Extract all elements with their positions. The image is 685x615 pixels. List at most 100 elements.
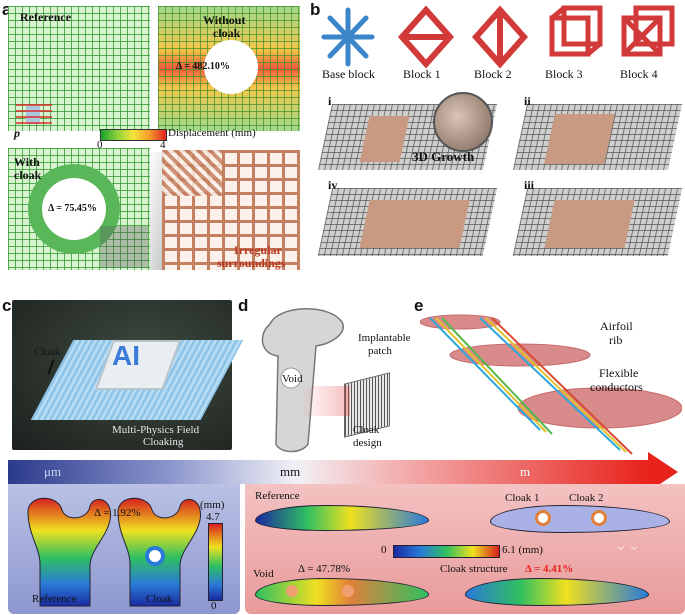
block-3-icon [549, 5, 603, 57]
patch-label-1: Implantable [358, 332, 411, 344]
panel-a-letter: a [2, 0, 12, 19]
conductor-label-2: conductors [590, 380, 643, 394]
panel-c-letter: c [2, 296, 12, 315]
photo-caption-1: Multi-Physics Field [112, 424, 200, 436]
panel-e-letter: e [414, 296, 424, 315]
colorbar-min: 0 [97, 139, 103, 151]
airfoil-cloaked [490, 505, 670, 533]
femur-illustration [261, 308, 344, 453]
patch-label-2: patch [368, 345, 392, 357]
bottom-right-cb-max: 6.1 (mm) [502, 544, 543, 556]
bottom-right-cloak2: Cloak 2 [569, 492, 604, 504]
bottom-left-max: 4.7 [206, 511, 220, 523]
bottom-right-cb-min: 0 [381, 544, 387, 556]
growth-stage-iii [512, 188, 683, 256]
bottom-right-cloak-structure: Cloak structure [440, 563, 508, 575]
zoom-region [100, 226, 148, 268]
growth-stage-iv [317, 188, 498, 256]
building-blocks [321, 5, 675, 69]
airfoil-cloak-structure [465, 578, 649, 606]
cloak-design-label-1: Cloak [353, 424, 380, 436]
block-label-2: Block 2 [474, 67, 512, 81]
bottom-right-cloak1: Cloak 1 [505, 492, 540, 504]
cloak-2-ring [591, 510, 607, 526]
stage-label-ii: ii [524, 94, 531, 108]
bottom-right-cloak-delta: Δ = 4.41% [525, 563, 574, 575]
void-hole-2 [342, 585, 354, 597]
with-delta: Δ = 75.45% [48, 203, 97, 214]
airfoil-label-1: Airfoil [600, 319, 633, 333]
stage-label-i: i [328, 94, 332, 108]
growth-stage-ii [512, 104, 683, 170]
panel-d-letter: d [238, 296, 249, 315]
chip-photo [12, 300, 244, 450]
colorbar-title: Displacement (mm) [168, 127, 256, 139]
base-block-icon [321, 7, 375, 67]
block-2-icon [471, 5, 529, 69]
bottom-left-reference: Reference [32, 593, 77, 605]
bottom-left-delta: Δ = 1.92% [94, 507, 141, 519]
cloak-callout: Cloak [34, 346, 61, 358]
growth-label: 3D Growth [412, 149, 475, 164]
block-label-3: Block 3 [545, 67, 583, 81]
scale-label-mm: mm [280, 464, 301, 479]
with-cloak-label-1: With [14, 155, 40, 169]
displacement-colorbar [100, 129, 167, 141]
grown-region [359, 116, 410, 162]
reference-bracket [27, 497, 111, 607]
bottom-right-colorbar [393, 545, 500, 558]
scale-label-m: m [520, 464, 531, 479]
bottom-left-unit: (mm) [200, 499, 225, 511]
scale-arrow-bar [8, 460, 648, 484]
cloak-1-ring [535, 510, 551, 526]
grown-region [359, 200, 470, 248]
airfoil-reference [255, 505, 429, 531]
cloak-design-label-2: design [353, 437, 382, 449]
bottom-left-min: 0 [211, 600, 217, 612]
with-cloak-grid [8, 148, 150, 270]
projection-beam [300, 386, 350, 416]
without-cloak-label-2: cloak [213, 26, 241, 40]
block-label-4: Block 4 [620, 67, 658, 81]
airfoil-assembly [420, 314, 682, 455]
reference-grid [8, 6, 150, 131]
void-hole-1 [286, 585, 298, 597]
stage-label-iii: iii [524, 178, 535, 192]
bracket-simulations [27, 497, 201, 607]
load-arrows [16, 104, 52, 126]
panel-b-letter: b [310, 0, 321, 19]
p-label: p [14, 126, 20, 140]
zoom-sphere [433, 92, 493, 152]
void-hole [204, 40, 258, 94]
ai-chip-text: AI [112, 340, 140, 371]
cloak-unit-cells [162, 150, 222, 196]
airfoil-ribs [420, 314, 682, 429]
irregular-surroundings [162, 150, 300, 270]
block-label-1: Block 1 [403, 67, 441, 81]
bottom-right-reference: Reference [255, 490, 300, 502]
airfoil-void [255, 578, 429, 606]
bottom-right-void: Void [253, 568, 274, 580]
flexible-conductors [429, 317, 633, 455]
grown-region [544, 200, 635, 248]
chevron-down-icon: ⌄⌄ [614, 535, 641, 554]
conductor-label-1: Flexible [599, 366, 639, 380]
irregular-label-2: surroundings [217, 256, 286, 270]
colorbar-max: 4 [160, 139, 166, 151]
zoom-connector [150, 152, 162, 270]
stage-label-iv: iv [328, 178, 338, 192]
grown-region [544, 114, 615, 164]
without-cloak-grid [158, 6, 300, 131]
block-1-icon [397, 5, 455, 69]
airfoil-label-2: rib [609, 333, 623, 347]
irregular-label-1: Irregular [234, 243, 282, 257]
bottom-right-void-delta: Δ = 47.78% [298, 563, 351, 575]
scale-label-um: μm [44, 464, 62, 479]
bottom-left-cloak: Cloak [146, 593, 173, 605]
block-label-0: Base block [322, 67, 375, 81]
with-cloak-label-2: cloak [14, 168, 42, 182]
bottom-left-colorbar [208, 523, 223, 601]
void-label: Void [282, 373, 303, 385]
without-delta: Δ = 482.10% [176, 61, 230, 72]
block-4-icon [621, 5, 675, 57]
